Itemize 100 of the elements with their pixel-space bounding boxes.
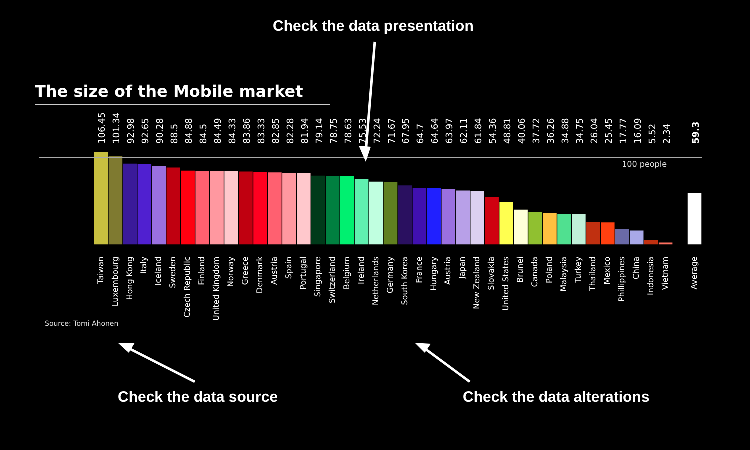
bar (166, 168, 180, 245)
x-tick-label: Sweden (168, 256, 178, 288)
x-tick-label: Malaysia (560, 256, 569, 292)
bar (196, 171, 210, 245)
data-label: 48.81 (504, 118, 514, 144)
x-tick-label: Switzerland (328, 256, 337, 304)
data-label: 36.26 (547, 118, 557, 144)
text: Check the data presentation (273, 18, 474, 35)
x-tick-label: Iceland (154, 256, 164, 286)
data-label: 78.63 (344, 118, 354, 144)
x-tick-label: Average (690, 256, 699, 290)
data-label: 64.7 (416, 124, 427, 144)
data-label: 71.67 (388, 118, 398, 144)
data-label: 83.86 (243, 118, 253, 144)
x-tick-label: Mexico (602, 256, 612, 285)
x-tick-label: Denmark (256, 256, 265, 294)
x-tick-label: Austria (444, 256, 453, 286)
bar (528, 212, 542, 245)
x-tick-label: Japan (458, 256, 468, 280)
data-label: 101.34 (112, 112, 123, 144)
x-tick-label: Ireland (356, 256, 366, 284)
data-label: 61.84 (474, 118, 485, 144)
x-tick-label: Italy (140, 256, 149, 274)
data-label: 106.45 (98, 112, 108, 144)
x-tick-label: Brunei (516, 256, 526, 283)
bar (616, 229, 630, 245)
x-tick-label: France (414, 256, 424, 284)
x-tick-label: Turkey (574, 256, 584, 284)
bar (572, 214, 586, 245)
data-label: 64.64 (431, 118, 442, 144)
data-label: 34.88 (561, 118, 572, 144)
data-label: 83.33 (257, 118, 268, 144)
bar (123, 164, 138, 245)
bar (181, 170, 195, 245)
data-label: 5.52 (648, 124, 658, 144)
data-label: 67.95 (402, 118, 412, 144)
x-tick-label: Vietnam (660, 256, 670, 290)
bar (644, 240, 658, 245)
x-tick-label: China (632, 256, 641, 280)
x-tick-label: Portugal (298, 256, 308, 290)
data-label: 82.28 (286, 118, 296, 144)
data-label: 63.97 (446, 118, 456, 144)
bar (210, 171, 224, 245)
bar (427, 188, 442, 245)
data-label: 84.5 (200, 124, 210, 144)
bar (412, 188, 427, 245)
bar (152, 166, 166, 245)
bar (485, 197, 499, 245)
data-label: 59.3 (692, 122, 702, 144)
x-tick-label: Greece (241, 256, 250, 286)
bar (442, 189, 456, 245)
data-label: 26.04 (590, 118, 600, 144)
data-label: 88.5 (170, 124, 181, 144)
data-label: 62.11 (460, 118, 470, 144)
data-label: 54.36 (489, 118, 500, 144)
data-label: 17.77 (619, 118, 630, 144)
x-tick-label: Slovakia (487, 256, 496, 290)
bar (470, 190, 484, 245)
data-label: 72.24 (373, 118, 384, 144)
bar (340, 176, 354, 245)
data-label: 81.94 (300, 118, 311, 144)
text: Check the data alterations (463, 389, 650, 406)
data-label: 37.72 (532, 118, 543, 144)
x-tick-label: Poland (545, 256, 554, 284)
x-tick-label: Germany (386, 256, 395, 294)
data-label: 2.34 (662, 124, 673, 144)
data-label: 92.98 (127, 118, 138, 144)
bar (456, 190, 470, 245)
bar (500, 202, 514, 245)
data-label: 16.09 (634, 118, 644, 144)
bar (239, 172, 253, 245)
x-tick-label: South Korea (400, 256, 410, 306)
data-label: 25.45 (604, 118, 615, 144)
bar (108, 156, 123, 245)
x-tick-label: Singapore (313, 256, 322, 298)
bar (514, 210, 528, 245)
x-tick-label: Finland (198, 256, 207, 286)
x-tick-label: Indonesia (646, 256, 656, 296)
bar (254, 172, 268, 245)
bar (138, 164, 152, 245)
bar (384, 182, 398, 245)
data-label: 84.49 (214, 118, 224, 144)
bar (688, 193, 702, 245)
x-tick-label: United States (502, 256, 511, 311)
bar (601, 222, 615, 245)
bar (543, 213, 557, 245)
x-tick-label: Czech Republic (183, 256, 192, 318)
bar (369, 182, 384, 245)
chart-title: The size of the Mobile market (35, 82, 330, 105)
ref-line-label: 100 people (622, 160, 668, 169)
bar (398, 186, 412, 245)
x-tick-label: Thailand (588, 256, 598, 292)
text: Check the data source (118, 389, 278, 406)
bar (224, 171, 238, 245)
data-label: 84.88 (185, 118, 196, 144)
bar (326, 176, 340, 245)
data-label: 34.75 (576, 118, 586, 144)
x-tick-label: Canada (530, 256, 540, 288)
bar (586, 222, 600, 245)
data-label: 92.65 (142, 118, 152, 144)
